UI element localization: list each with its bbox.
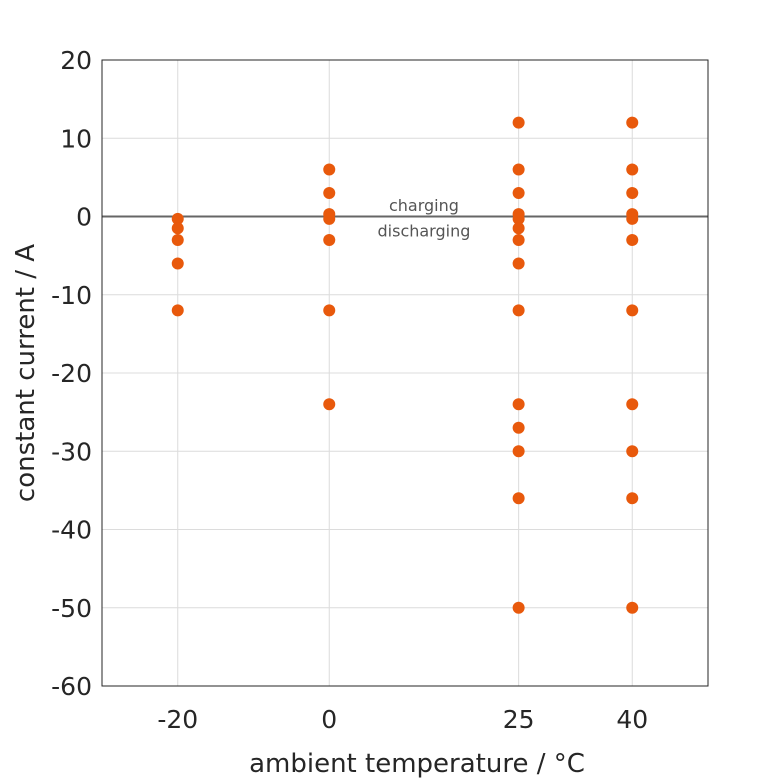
data-point bbox=[323, 163, 336, 176]
data-point bbox=[171, 233, 184, 246]
y-tick-label: -60 bbox=[51, 672, 92, 701]
data-point bbox=[512, 601, 525, 614]
data-point bbox=[626, 233, 639, 246]
data-point bbox=[512, 233, 525, 246]
grid bbox=[102, 59, 708, 687]
y-tick-label: -40 bbox=[51, 516, 92, 545]
y-tick-label: 0 bbox=[76, 203, 92, 232]
data-point bbox=[626, 304, 639, 317]
data-point bbox=[626, 492, 639, 505]
data-point bbox=[512, 212, 525, 225]
data-point bbox=[323, 398, 336, 411]
data-point bbox=[512, 445, 525, 458]
data-point bbox=[512, 398, 525, 411]
data-point bbox=[171, 222, 184, 235]
tick-labels: -20 0 25 40 20 10 0 -10 -20 -30 -40 -50 -60 bbox=[51, 46, 648, 734]
y-axis-label: constant current / A bbox=[11, 244, 41, 502]
data-point bbox=[626, 445, 639, 458]
data-point bbox=[512, 187, 525, 200]
y-tick-label: -30 bbox=[51, 437, 92, 466]
data-point bbox=[323, 187, 336, 200]
annotation-label: discharging bbox=[378, 222, 471, 241]
data-point bbox=[512, 116, 525, 129]
data-point bbox=[323, 212, 336, 225]
plot-area-frame bbox=[101, 59, 709, 687]
data-point bbox=[512, 163, 525, 176]
data-point bbox=[512, 257, 525, 270]
x-tick-label: 25 bbox=[503, 705, 535, 734]
x-tick-label: 0 bbox=[321, 705, 337, 734]
annotation-label: charging bbox=[389, 196, 459, 215]
x-tick-label: 40 bbox=[616, 705, 648, 734]
data-point bbox=[512, 304, 525, 317]
data-point bbox=[626, 601, 639, 614]
annotations: charging discharging bbox=[378, 196, 471, 241]
y-tick-label: -50 bbox=[51, 594, 92, 623]
y-tick-label: 10 bbox=[60, 124, 92, 153]
x-tick-label: -20 bbox=[157, 705, 198, 734]
data-point bbox=[512, 492, 525, 505]
data-point bbox=[512, 222, 525, 235]
data-point bbox=[323, 304, 336, 317]
data-point bbox=[626, 212, 639, 225]
data-point bbox=[323, 233, 336, 246]
data-point bbox=[626, 163, 639, 176]
data-point bbox=[626, 116, 639, 129]
data-point bbox=[512, 421, 525, 434]
x-axis-label: ambient temperature / °C bbox=[249, 749, 585, 779]
data-point bbox=[171, 212, 184, 225]
data-points bbox=[171, 116, 639, 614]
data-point bbox=[626, 187, 639, 200]
data-point bbox=[626, 398, 639, 411]
y-tick-label: -20 bbox=[51, 359, 92, 388]
data-point bbox=[171, 304, 184, 317]
y-tick-label: 20 bbox=[60, 46, 92, 75]
data-point bbox=[171, 257, 184, 270]
y-tick-label: -10 bbox=[51, 281, 92, 310]
